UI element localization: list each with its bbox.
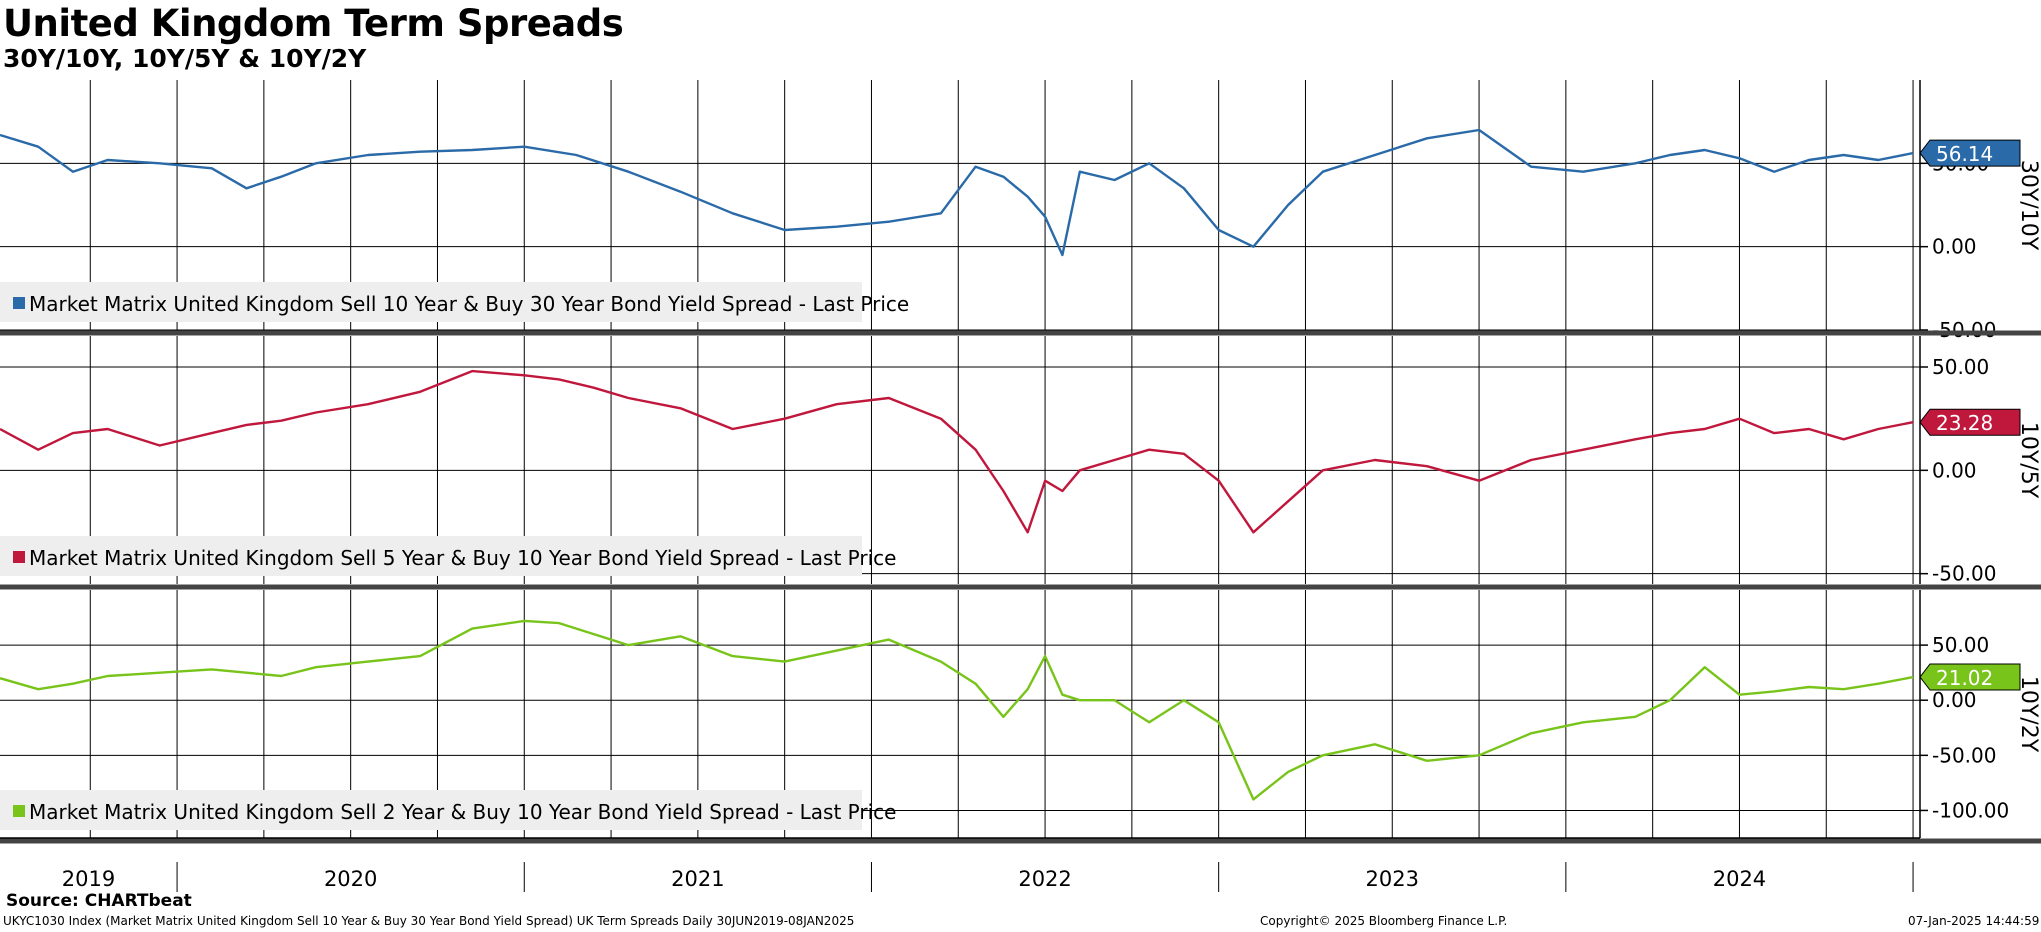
panel-10y-2y: 50.00 0.00 -50.00 -100.00 21.02 10Y/2Y Market …: [0, 590, 2041, 844]
x-axis: 2019 2020 2021 2022 2023 2024: [0, 837, 1920, 892]
last-value-label: 23.28: [1936, 411, 1993, 435]
legend-text: Market Matrix United Kingdom Sell 10 Yea…: [29, 292, 909, 316]
chart-subtitle: 30Y/10Y, 10Y/5Y & 10Y/2Y: [3, 44, 367, 73]
legend-swatch: [13, 297, 25, 309]
footer-copyright: Copyright© 2025 Bloomberg Finance L.P.: [1260, 914, 1508, 928]
series-line: [0, 619, 1914, 801]
y-tick-label: 0.00: [1932, 458, 1977, 482]
footer-timestamp: 07-Jan-2025 14:44:59: [1908, 914, 2040, 928]
last-value-tag: [1919, 408, 2021, 436]
legend-swatch: [13, 551, 25, 563]
legend-swatch: [13, 805, 25, 817]
y-tick-label: 0.00: [1932, 688, 1977, 712]
y-tick-label: -100.00: [1932, 798, 2009, 822]
source-note: Source: CHARTbeat: [6, 891, 192, 911]
y-tick-label: 50.00: [1932, 355, 1989, 379]
x-tick-label: 2020: [324, 867, 377, 891]
y-tick-label: -50.00: [1932, 743, 1996, 767]
y-tick-label: 50.00: [1932, 633, 1989, 657]
legend-box: [0, 790, 862, 830]
y-tick-label: -50.00: [1932, 318, 1996, 342]
panel-10y-5y: 50.00 0.00 -50.00 23.28 10Y/5Y Market Matrix …: [0, 336, 2041, 590]
series-line: [0, 369, 1914, 534]
last-value-label: 21.02: [1936, 666, 1993, 690]
x-tick-label: 2024: [1713, 867, 1766, 891]
y-tick-label: 0.00: [1932, 235, 1977, 259]
panel-axis-label: 30Y/10Y: [2016, 160, 2041, 251]
chart-title: United Kingdom Term Spreads: [3, 2, 624, 45]
x-tick-label: 2023: [1366, 867, 1419, 891]
panel-axis-label: 10Y/2Y: [2016, 676, 2041, 753]
y-tick-label: -50.00: [1932, 562, 1996, 586]
legend-text: Market Matrix United Kingdom Sell 5 Year…: [29, 546, 896, 570]
last-value-label: 56.14: [1936, 142, 1993, 166]
legend-text: Market Matrix United Kingdom Sell 2 Year…: [29, 800, 896, 824]
x-tick-label: 2021: [671, 867, 724, 891]
x-tick-label: 2022: [1018, 867, 1071, 891]
panel-axis-label: 10Y/5Y: [2016, 422, 2041, 499]
series-line: [0, 128, 1914, 257]
x-tick-label: 2019: [62, 867, 115, 891]
last-value-tag: [1919, 139, 2021, 167]
last-value-tag: [1919, 663, 2021, 691]
footer-index-description: UKYC1030 Index (Market Matrix United Kin…: [3, 914, 855, 928]
legend-box: [0, 282, 862, 322]
legend-box: [0, 536, 862, 576]
